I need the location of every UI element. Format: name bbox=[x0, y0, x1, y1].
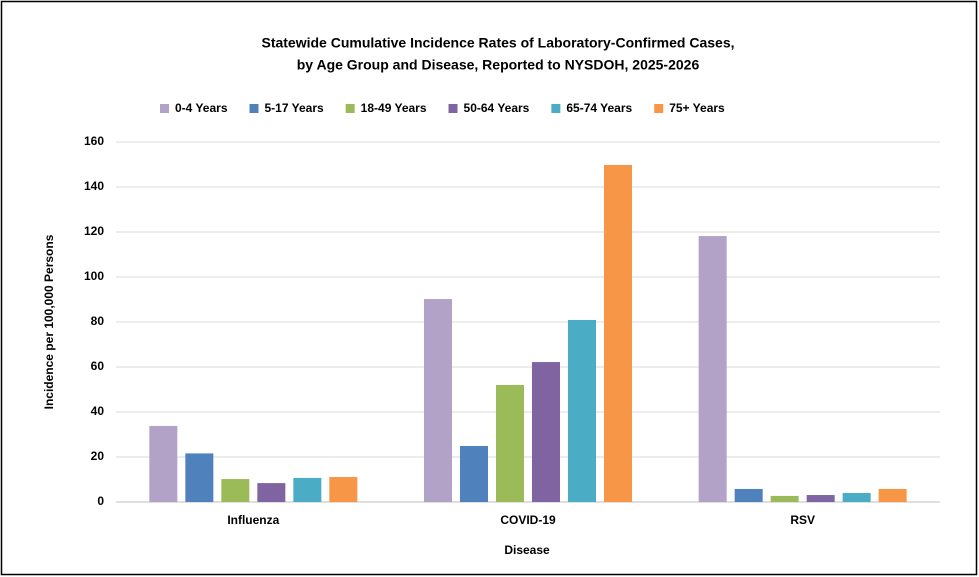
bar bbox=[221, 479, 250, 502]
legend-label: 0-4 Years bbox=[175, 101, 228, 115]
legend-swatch bbox=[249, 104, 259, 113]
y-axis-label: Incidence per 100,000 Persons bbox=[42, 234, 56, 409]
legend-swatch bbox=[448, 104, 458, 113]
y-tick-label: 160 bbox=[84, 134, 104, 148]
y-tick-label: 120 bbox=[84, 224, 104, 238]
y-tick-label: 40 bbox=[91, 404, 105, 418]
bar bbox=[806, 495, 835, 502]
bar bbox=[604, 164, 632, 502]
legend-swatch bbox=[345, 104, 355, 113]
bar bbox=[185, 453, 214, 502]
legend-label: 5-17 Years bbox=[265, 101, 324, 115]
x-axis-label: Disease bbox=[504, 543, 550, 557]
bar bbox=[149, 425, 178, 502]
x-tick-label: COVID-19 bbox=[500, 513, 556, 527]
legend-label: 18-49 Years bbox=[361, 101, 427, 115]
legend-swatch bbox=[160, 104, 169, 113]
legend-swatch bbox=[551, 104, 561, 113]
bar bbox=[842, 493, 871, 502]
legend-label: 75+ Years bbox=[669, 101, 725, 115]
bar bbox=[424, 299, 452, 502]
bar bbox=[698, 236, 727, 503]
bar bbox=[568, 319, 596, 502]
y-tick-label: 0 bbox=[97, 494, 104, 508]
y-tick-label: 20 bbox=[91, 449, 105, 463]
bar bbox=[496, 385, 524, 502]
x-tick-label: RSV bbox=[790, 513, 815, 527]
legend-label: 50-64 Years bbox=[464, 101, 530, 115]
bar bbox=[329, 477, 358, 502]
bar bbox=[532, 362, 560, 502]
bar bbox=[460, 445, 488, 502]
y-tick-label: 100 bbox=[84, 269, 104, 283]
y-tick-label: 80 bbox=[91, 314, 105, 328]
y-tick-label: 140 bbox=[84, 179, 104, 193]
bar bbox=[878, 488, 907, 502]
bar bbox=[257, 483, 286, 502]
bar bbox=[770, 495, 799, 502]
legend-label: 65-74 Years bbox=[566, 101, 632, 115]
bar bbox=[293, 477, 322, 502]
legend-swatch bbox=[654, 104, 664, 113]
chart-title: Statewide Cumulative Incidence Rates of … bbox=[261, 35, 734, 51]
bar bbox=[734, 488, 763, 502]
y-tick-label: 60 bbox=[91, 359, 105, 373]
x-tick-label: Influenza bbox=[227, 513, 279, 527]
chart-title: by Age Group and Disease, Reported to NY… bbox=[297, 57, 700, 73]
